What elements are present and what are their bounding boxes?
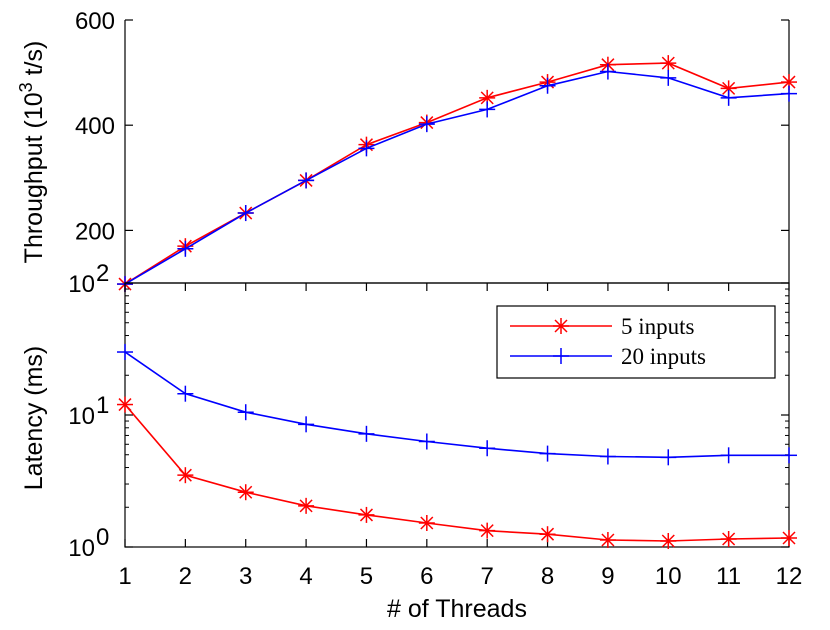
top-y-tick-label: 400 — [75, 113, 115, 140]
latency-line-5-inputs — [124, 403, 790, 542]
x-tick-label: 11 — [716, 563, 741, 590]
latency-line-20-inputs — [124, 351, 789, 459]
latency-point-20-inputs — [418, 433, 435, 450]
latency-point-5-inputs — [358, 506, 375, 523]
throughput-point-20-inputs — [358, 140, 375, 157]
latency-point-5-inputs — [599, 531, 616, 548]
latency-point-20-inputs — [298, 416, 315, 433]
bottom-y-tick-label: 10 — [68, 271, 95, 298]
throughput-point-5-inputs — [660, 55, 677, 72]
latency-point-20-inputs — [479, 440, 496, 457]
bottom-y-tick-label: 10 — [68, 403, 95, 430]
throughput-point-20-inputs — [781, 85, 797, 102]
legend-plus-icon — [553, 348, 569, 364]
throughput-point-20-inputs — [177, 240, 194, 257]
latency-point-20-inputs — [358, 425, 375, 442]
legend-marker-20-inputs — [553, 348, 569, 364]
x-tick-label: 5 — [360, 563, 373, 590]
latency-point-20-inputs — [599, 448, 616, 465]
bottom-panel: 10 010 110 21 2 3 4 5 6 7 8 9 10 11 12 — [68, 260, 802, 590]
x-tick-label: 4 — [299, 563, 312, 590]
top-y-axis-title: Throughput (103 t/s) — [16, 41, 48, 264]
latency-point-20-inputs — [237, 404, 254, 421]
latency-point-5-inputs — [117, 396, 133, 413]
throughput-point-5-inputs — [479, 89, 496, 106]
legend-marker-5-inputs — [553, 318, 569, 334]
x-axis-title: # of Threads — [387, 595, 527, 623]
throughput-point-20-inputs — [539, 77, 556, 94]
latency-point-20-inputs — [117, 344, 133, 361]
x-tick-label: 7 — [481, 563, 494, 590]
x-tick-label: 10 — [655, 563, 682, 590]
bottom-y-tick-label: 10 — [68, 535, 95, 562]
latency-point-5-inputs — [418, 514, 435, 531]
top-y-tick-label: 600 — [75, 8, 115, 35]
latency-point-5-inputs — [479, 522, 496, 539]
throughput-point-20-inputs — [479, 101, 496, 118]
throughput-point-5-inputs — [720, 80, 737, 97]
throughput-point-20-inputs — [418, 116, 435, 133]
legend-label-20-inputs: 20 inputs — [621, 344, 706, 369]
top-panel: 200 400 600 — [75, 8, 797, 293]
latency-point-5-inputs — [298, 497, 315, 514]
top-y-tick-label: 200 — [75, 218, 115, 245]
legend-box — [496, 305, 776, 379]
latency-point-20-inputs — [177, 385, 194, 402]
x-tick-label: 8 — [541, 563, 554, 590]
throughput-point-20-inputs — [298, 172, 315, 189]
throughput-line-20-inputs — [124, 70, 790, 285]
latency-point-20-inputs — [539, 445, 556, 462]
latency-point-5-inputs — [237, 484, 254, 501]
legend-label-5-inputs: 5 inputs — [621, 314, 695, 339]
x-tick-label: 9 — [601, 563, 614, 590]
x-tick-label: 2 — [179, 563, 192, 590]
throughput-point-20-inputs — [720, 89, 737, 106]
throughput-point-20-inputs — [599, 63, 616, 80]
latency-point-5-inputs — [177, 467, 194, 484]
legend: 5 inputs 20 inputs — [496, 305, 776, 379]
throughput-line-5-inputs — [124, 62, 790, 285]
bottom-y-axis-title: Latency (ms) — [20, 346, 48, 490]
throughput-point-20-inputs — [237, 205, 254, 222]
latency-point-5-inputs — [781, 529, 797, 546]
latency-point-20-inputs — [720, 447, 737, 464]
bottom-y-tick-exponent: 2 — [96, 260, 109, 287]
x-tick-label: 3 — [239, 563, 252, 590]
legend-star-icon — [553, 318, 569, 334]
latency-point-20-inputs — [781, 447, 797, 464]
x-tick-label: 6 — [420, 563, 433, 590]
bottom-y-tick-exponent: 0 — [96, 524, 109, 551]
throughput-point-20-inputs — [660, 69, 677, 86]
bottom-y-tick-exponent: 1 — [96, 392, 109, 419]
latency-point-5-inputs — [720, 530, 737, 547]
latency-point-20-inputs — [660, 449, 677, 466]
latency-point-5-inputs — [660, 533, 677, 550]
x-tick-label: 1 — [118, 563, 131, 590]
latency-point-5-inputs — [539, 526, 556, 543]
x-tick-label: 12 — [776, 563, 803, 590]
